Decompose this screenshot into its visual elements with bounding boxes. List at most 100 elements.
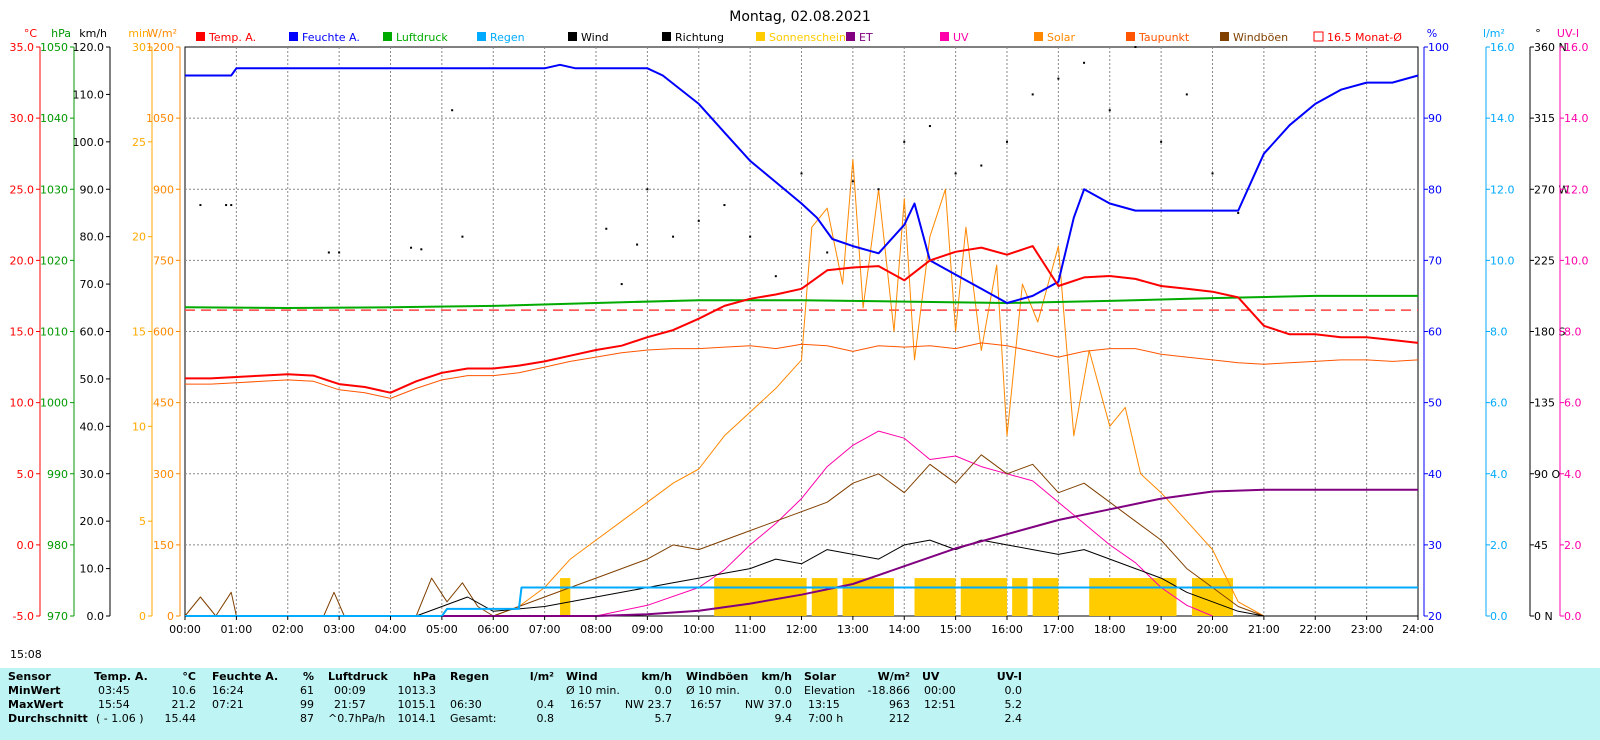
left-axis-unit: °C: [24, 27, 38, 40]
solar-max: 963: [889, 698, 910, 711]
x-tick-label: 07:00: [529, 623, 561, 636]
chart-legend: Temp. A. Feuchte A. Luftdruck Regen Wind Rich…: [196, 31, 1402, 44]
left-axis-tick-label: 0: [167, 610, 174, 623]
uv-max-time: 12:51: [924, 698, 956, 711]
right-axis-tick-label: 12.0: [1490, 183, 1515, 196]
gust-min: 0.0: [774, 684, 793, 697]
rain-max: 0.4: [536, 698, 555, 711]
sunshine-bar: [1032, 578, 1059, 616]
left-axis-tick-label: 300: [153, 468, 174, 481]
sunshine-bar: [1012, 578, 1028, 616]
temp-avg-note: ( - 1.06 ): [96, 712, 144, 725]
x-tick-label: 12:00: [786, 623, 818, 636]
solar-avg: 212: [889, 712, 910, 725]
row-label-max: MaxWert: [8, 698, 64, 711]
direction-point: [225, 204, 228, 207]
legend-label: 16.5 Monat-Ø: [1327, 31, 1402, 44]
right-axis-tick-label: 6.0: [1564, 397, 1582, 410]
direction-point: [723, 204, 726, 207]
left-axis-tick-label: 5.0: [17, 468, 35, 481]
rain-head: Regen: [450, 670, 490, 683]
x-tick-label: 21:00: [1248, 623, 1280, 636]
sunshine-bar: [914, 578, 956, 616]
x-tick-label: 03:00: [323, 623, 355, 636]
right-axis-tick-label: 70: [1428, 254, 1442, 267]
left-axis-tick-label: 970: [47, 610, 68, 623]
direction-point: [1237, 211, 1240, 214]
right-axis-unit: %: [1427, 27, 1437, 40]
temp-min: 10.6: [171, 684, 197, 697]
x-axis-ticks: 00:00 01:00 02:00 03:00 04:00 05:00 06:00 07:00…: [169, 616, 1434, 636]
rain-total-label: Gesamt:: [450, 712, 497, 725]
direction-point: [338, 251, 341, 254]
legend-swatch: [1126, 32, 1135, 41]
right-axis-tick-label: 10.0: [1564, 254, 1589, 267]
direction-points: [199, 46, 1240, 286]
left-axis-tick-label: 15: [132, 326, 146, 339]
left-axis-tick-label: 30.0: [80, 468, 105, 481]
right-axis-tick-label: 40: [1428, 468, 1442, 481]
left-axis-tick-label: 30: [132, 41, 146, 54]
left-axis-tick-label: 25: [132, 136, 146, 149]
direction-point: [1160, 140, 1163, 143]
legend-label: Regen: [490, 31, 525, 44]
direction-point: [1134, 46, 1137, 48]
gust-min-label: Ø 10 min.: [686, 684, 740, 697]
direction-point: [851, 180, 854, 183]
right-axis-unit: UV-I: [1557, 27, 1579, 40]
left-axis-tick-label: 1200: [146, 41, 174, 54]
series-luftdruck: [184, 294, 1418, 309]
direction-point: [327, 251, 330, 254]
left-axis-tick-label: 40.0: [80, 420, 105, 433]
rain-unit: l/m²: [529, 670, 554, 683]
gust-avg: 9.4: [774, 712, 793, 725]
left-axis-tick-label: 1010: [40, 326, 68, 339]
hum-min: 61: [300, 684, 314, 697]
uv-unit: UV-I: [996, 670, 1022, 683]
right-axes: %1009080706050403020l/m²16.014.012.010.0…: [1423, 27, 1589, 623]
sunshine-bar: [960, 578, 1007, 616]
left-axis-tick-label: 35.0: [10, 41, 35, 54]
right-axis-tick-label: 20: [1428, 610, 1442, 623]
x-tick-label: 10:00: [683, 623, 715, 636]
legend-label: ET: [859, 31, 873, 44]
wind-unit: km/h: [641, 670, 672, 683]
wind-head: Wind: [566, 670, 598, 683]
left-axis-tick-label: 0: [139, 610, 146, 623]
legend-label: Solar: [1047, 31, 1076, 44]
right-axis-tick-label: 315: [1534, 112, 1555, 125]
gust-max: NW 37.0: [744, 698, 792, 711]
press-max: 1015.1: [397, 698, 437, 711]
direction-point: [1031, 93, 1034, 96]
left-axis-tick-label: 1050: [146, 112, 174, 125]
x-tick-label: 13:00: [837, 623, 869, 636]
left-axis-tick-label: -5.0: [13, 610, 34, 623]
legend-label: Luftdruck: [396, 31, 448, 44]
press-head: Luftdruck: [328, 670, 388, 683]
direction-point: [605, 227, 608, 230]
sunshine-bar: [560, 578, 571, 616]
left-axis-tick-label: 25.0: [10, 183, 35, 196]
x-tick-label: 15:00: [940, 623, 972, 636]
solar-head: Solar: [804, 670, 837, 683]
right-axis-tick-label: 0 N: [1534, 610, 1553, 623]
x-tick-label: 09:00: [632, 623, 664, 636]
temp-avg: 15.44: [164, 712, 197, 725]
press-unit: hPa: [412, 670, 436, 683]
x-tick-label: 00:00: [169, 623, 201, 636]
left-axis-tick-label: 1040: [40, 112, 68, 125]
sunshine-bar: [811, 578, 838, 616]
sunshine-bar: [1089, 578, 1177, 616]
x-tick-label: 02:00: [272, 623, 304, 636]
uv-max: 5.2: [1004, 698, 1023, 711]
direction-point: [954, 172, 957, 175]
rain-max-time: 06:30: [450, 698, 482, 711]
x-tick-label: 24:00: [1402, 623, 1434, 636]
rain-total: 0.8: [536, 712, 555, 725]
temp-head: Temp. A.: [94, 670, 148, 683]
solar-min-label: Elevation: [804, 684, 856, 697]
left-axis-tick-label: 15.0: [10, 326, 35, 339]
direction-point: [1185, 93, 1188, 96]
row-label-avg: Durchschnitt: [8, 712, 88, 725]
x-tick-label: 20:00: [1197, 623, 1229, 636]
